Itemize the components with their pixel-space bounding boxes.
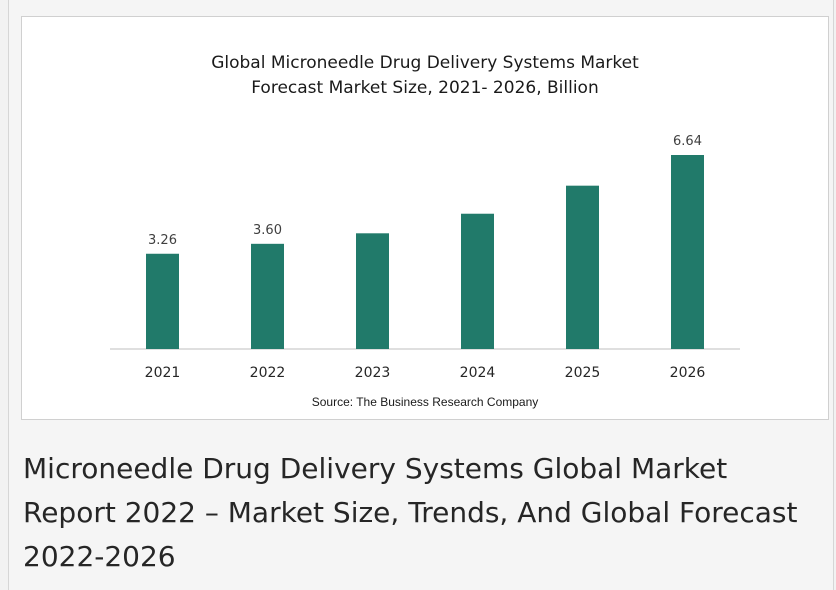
chart-source: Source: The Business Research Company bbox=[311, 395, 539, 409]
x-tick-2022: 2022 bbox=[250, 365, 286, 381]
chart-image: Global Microneedle Drug Delivery Systems… bbox=[21, 16, 829, 420]
bar-2023 bbox=[356, 233, 389, 349]
chart-title-line-2: Forecast Market Size, 2021- 2026, Billio… bbox=[251, 78, 599, 98]
bar-2021 bbox=[146, 253, 179, 349]
data-label-2022: 3.60 bbox=[253, 223, 282, 238]
data-label-2026: 6.64 bbox=[673, 134, 702, 149]
bar-2025 bbox=[566, 185, 599, 349]
x-tick-2021: 2021 bbox=[145, 365, 181, 381]
x-tick-2025: 2025 bbox=[565, 365, 601, 381]
x-tick-2024: 2024 bbox=[460, 365, 496, 381]
article-card: Global Microneedle Drug Delivery Systems… bbox=[8, 0, 834, 590]
bar-2024 bbox=[461, 213, 494, 349]
data-label-2021: 3.26 bbox=[148, 233, 177, 248]
bar-2022 bbox=[251, 243, 284, 349]
article-title[interactable]: Microneedle Drug Delivery Systems Global… bbox=[23, 451, 798, 573]
chart-title: Global Microneedle Drug Delivery Systems… bbox=[22, 51, 828, 101]
x-tick-2026: 2026 bbox=[670, 365, 706, 381]
bar-2026 bbox=[671, 155, 704, 349]
chart-title-line-1: Global Microneedle Drug Delivery Systems… bbox=[211, 53, 639, 73]
bar-chart: 3.26 2021 3.60 2022 2023 2024 2025 6.64 2026 bbox=[110, 134, 740, 381]
x-tick-2023: 2023 bbox=[355, 365, 391, 381]
